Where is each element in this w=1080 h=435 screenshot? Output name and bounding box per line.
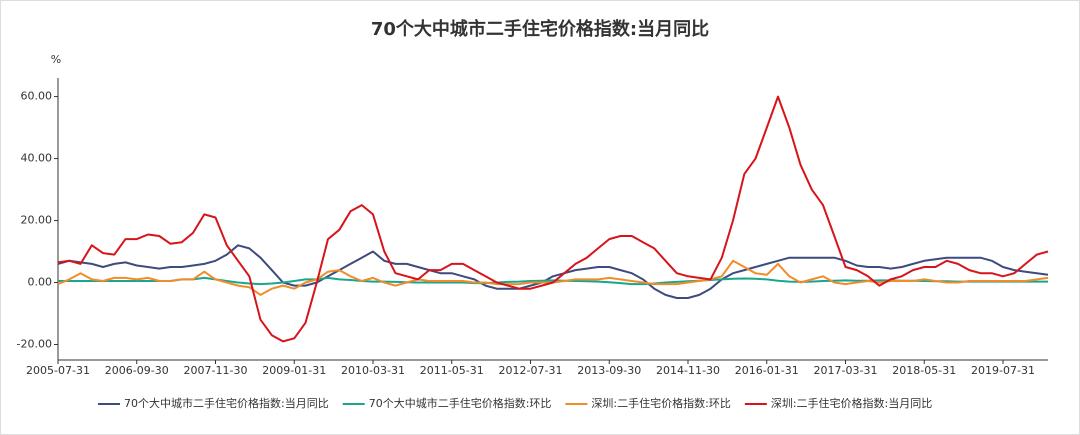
x-tick-label: 2019-07-31: [971, 364, 1035, 377]
legend-label: 深圳:二手住宅价格指数:当月同比: [771, 396, 932, 410]
y-tick-label: 40.00: [21, 152, 53, 165]
x-tick-label: 2012-07-31: [499, 364, 563, 377]
x-tick-label: 2006-09-30: [105, 364, 169, 377]
x-tick-label: 2010-03-31: [341, 364, 405, 377]
y-axis-label: %: [51, 53, 61, 66]
chart-title: 70个大中城市二手住宅价格指数:当月同比: [371, 18, 709, 40]
legend-item: 深圳:二手住宅价格指数:环比: [565, 396, 731, 410]
x-tick-label: 2007-11-30: [184, 364, 248, 377]
x-tick-label: 2014-11-30: [656, 364, 720, 377]
x-tick-label: 2016-01-31: [735, 364, 799, 377]
legend-item: 70个大中城市二手住宅价格指数:环比: [342, 396, 552, 410]
legend-item: 深圳:二手住宅价格指数:当月同比: [744, 396, 932, 410]
x-tick-label: 2009-01-31: [262, 364, 326, 377]
legend-item: 70个大中城市二手住宅价格指数:当月同比: [98, 396, 329, 410]
legend-label: 70个大中城市二手住宅价格指数:环比: [369, 396, 552, 410]
x-tick-label: 2013-09-30: [577, 364, 641, 377]
x-tick-label: 2018-05-31: [892, 364, 956, 377]
x-tick-label: 2011-05-31: [420, 364, 484, 377]
x-tick-label: 2005-07-31: [26, 364, 90, 377]
series-line: [57, 244, 1049, 299]
y-tick-label: -20.00: [17, 338, 52, 351]
y-tick-label: 20.00: [21, 214, 53, 227]
y-tick-label: 0.00: [28, 276, 53, 289]
y-tick-label: 60.00: [21, 90, 53, 103]
x-tick-label: 2017-03-31: [814, 364, 878, 377]
legend-label: 深圳:二手住宅价格指数:环比: [591, 396, 730, 410]
legend-label: 70个大中城市二手住宅价格指数:当月同比: [124, 396, 329, 410]
series-line: [57, 95, 1049, 343]
